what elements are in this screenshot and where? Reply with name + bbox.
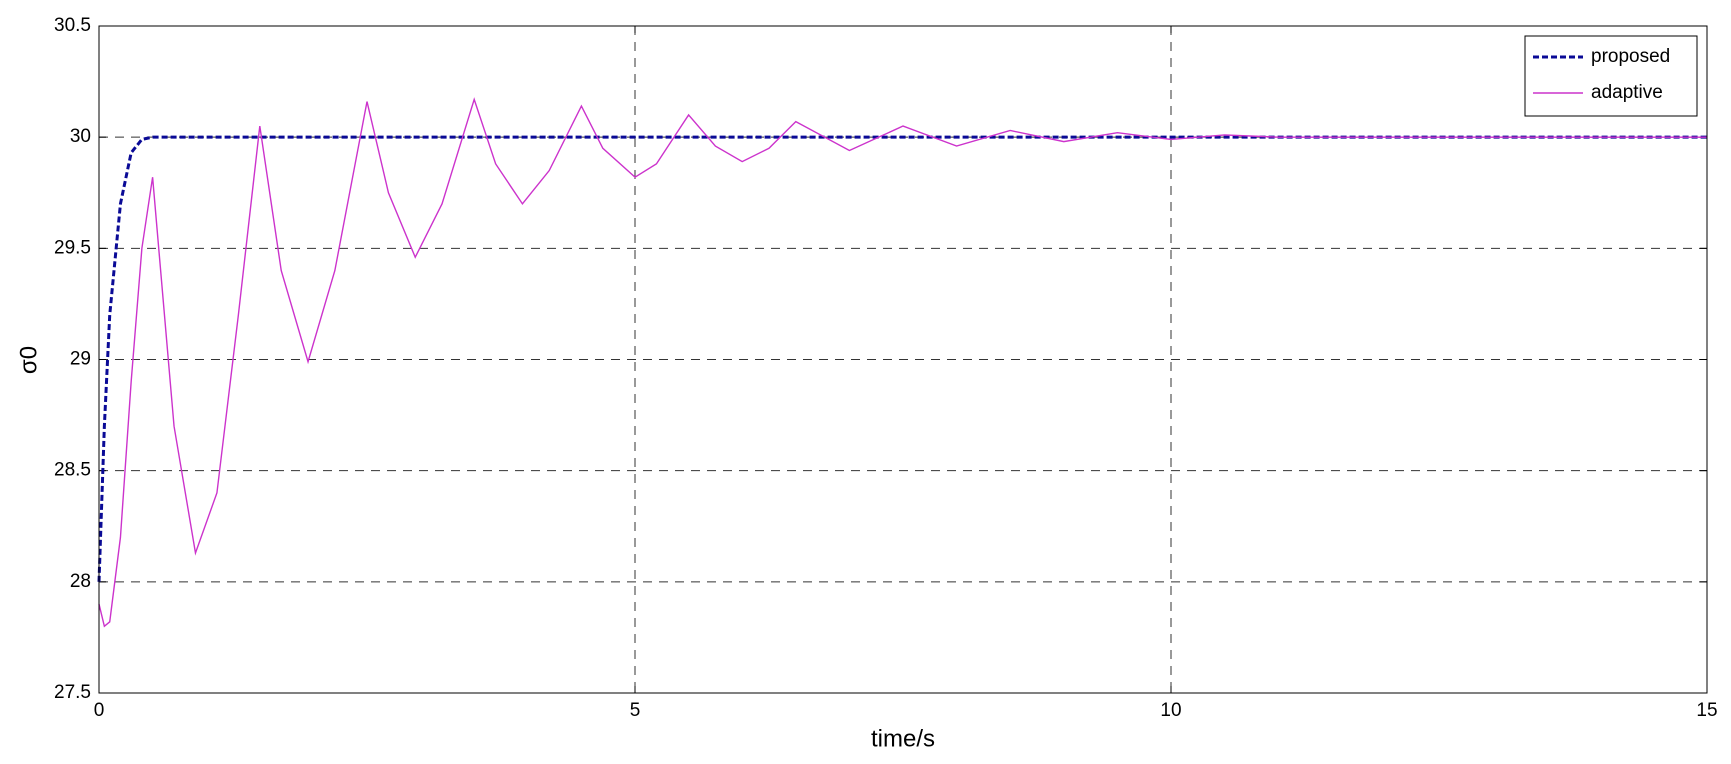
y-tick-label: 27.5	[54, 682, 91, 703]
chart: time/s σ0 27.5 28 28.5 29 29.5 30 30.5 0 5 10 15 pr…	[0, 0, 1731, 764]
x-tick-label: 15	[1696, 700, 1717, 721]
y-tick-label: 28.5	[54, 460, 91, 481]
x-tick-label: 5	[630, 700, 641, 721]
legend-label: adaptive	[1591, 82, 1663, 103]
x-tick-label: 10	[1160, 700, 1181, 721]
background	[0, 0, 1731, 764]
y-tick-label: 30.5	[54, 15, 91, 36]
legend-label: proposed	[1591, 46, 1670, 67]
y-tick-label: 28	[70, 571, 91, 592]
x-axis-label: time/s	[871, 725, 935, 752]
y-tick-label: 30	[70, 126, 91, 147]
y-axis-label: σ0	[15, 346, 42, 374]
x-tick-label: 0	[94, 700, 105, 721]
y-tick-label: 29	[70, 349, 91, 370]
legend: proposed adaptive	[1525, 36, 1697, 116]
y-tick-label: 29.5	[54, 237, 91, 258]
